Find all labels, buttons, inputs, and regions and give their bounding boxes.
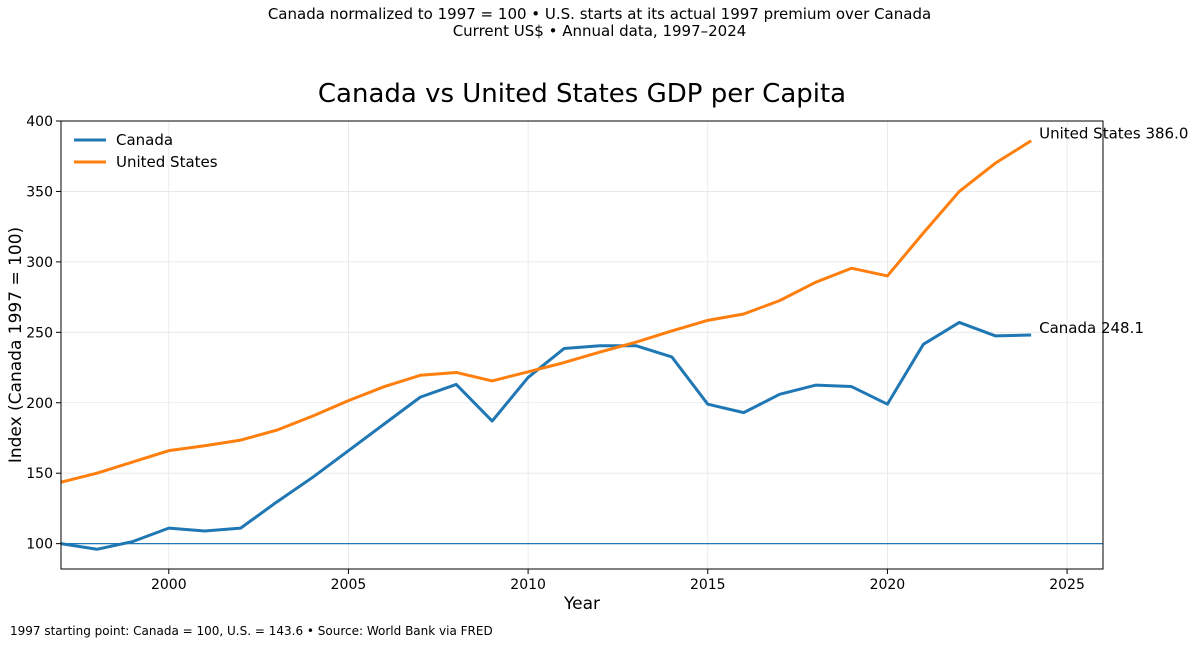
x-tick-label: 2010 [510, 577, 546, 593]
end-label-united-states: United States 386.0 [1039, 125, 1188, 143]
plot-frame [60, 120, 1104, 570]
legend: Canada United States [74, 131, 218, 171]
series-line-canada [60, 320, 1032, 551]
series-layer [60, 139, 1032, 551]
chart-title: Canada vs United States GDP per Capita [318, 79, 846, 109]
y-tick-label: 250 [26, 325, 53, 341]
grid [61, 120, 1103, 569]
axis-ticks: 2000 2005 2010 2015 2020 2025 100 150 200 250 300 3… [26, 114, 1085, 593]
x-tick-label: 2015 [690, 577, 726, 593]
legend-entry: United States [116, 153, 218, 171]
x-tick-label: 2025 [1049, 577, 1085, 593]
y-tick-label: 350 [26, 184, 53, 200]
y-tick-label: 100 [26, 537, 53, 553]
end-labels: Canada 248.1 United States 386.0 [1039, 125, 1188, 337]
end-label-canada: Canada 248.1 [1039, 319, 1144, 337]
x-tick-label: 2005 [331, 577, 367, 593]
legend-entry: Canada [116, 131, 173, 149]
footer-note: 1997 starting point: Canada = 100, U.S. … [10, 624, 493, 638]
series-line-united-states [60, 139, 1032, 484]
x-tick-label: 2000 [151, 577, 187, 593]
y-tick-label: 150 [26, 466, 53, 482]
y-tick-label: 400 [26, 114, 53, 130]
x-axis-label: Year [563, 594, 600, 614]
y-axis-label: Index (Canada 1997 = 100) [6, 227, 26, 463]
y-tick-label: 200 [26, 396, 53, 412]
y-tick-label: 300 [26, 255, 53, 271]
x-tick-label: 2020 [870, 577, 906, 593]
chart-subtitle-line2: Current US$ • Annual data, 1997–2024 [452, 22, 747, 40]
chart-subtitle-line1: Canada normalized to 1997 = 100 • U.S. s… [267, 5, 932, 23]
